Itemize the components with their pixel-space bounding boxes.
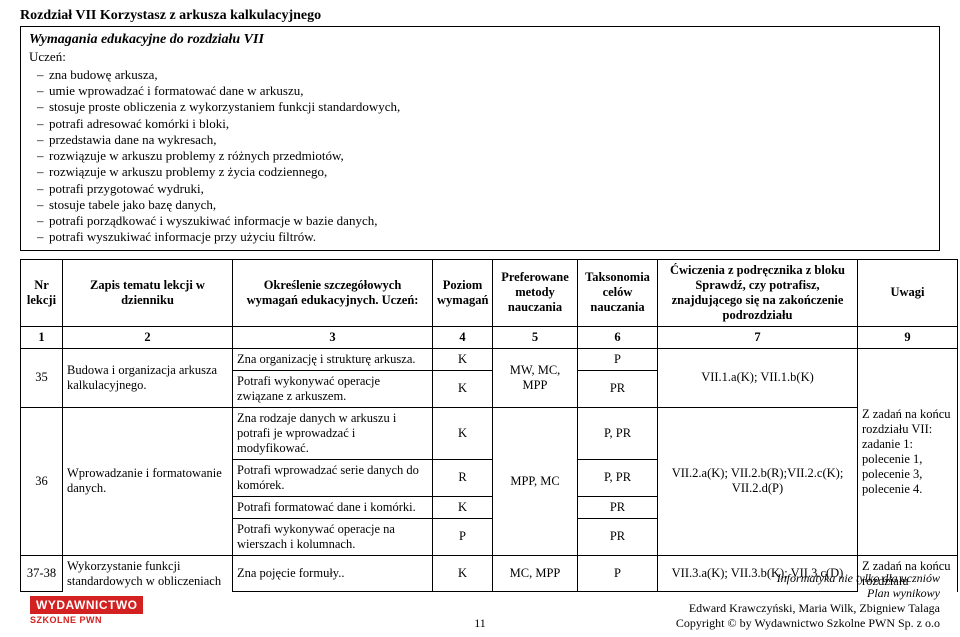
list-item: stosuje proste obliczenia z wykorzystani…	[39, 99, 931, 115]
list-item: potrafi przygotować wydruki,	[39, 181, 931, 197]
requirements-subtitle: Uczeń:	[29, 49, 931, 65]
cell-level: K	[433, 407, 493, 459]
footer-copyright: Copyright © by Wydawnictwo Szkolne PWN S…	[676, 616, 940, 631]
cell-topic: Budowa i organizacja arkusza kalkulacyjn…	[63, 348, 233, 407]
cell-tax: P, PR	[578, 459, 658, 496]
list-item: rozwiązuje w arkuszu problemy z życia co…	[39, 164, 931, 180]
list-item: przedstawia dane na wykresach,	[39, 132, 931, 148]
table-header-row: Nr lekcji Zapis tematu lekcji w dziennik…	[21, 259, 958, 326]
cell-nr: 37-38	[21, 555, 63, 592]
numcell: 5	[493, 326, 578, 348]
cell-detail: Potrafi wykonywać operacje na wierszach …	[233, 518, 433, 555]
footer-subtitle: Plan wynikowy	[676, 586, 940, 601]
cell-tax: P	[578, 348, 658, 370]
cell-level: K	[433, 370, 493, 407]
list-item: rozwiązuje w arkuszu problemy z różnych …	[39, 148, 931, 164]
logo-brand: WYDAWNICTWO	[30, 596, 143, 614]
list-item: potrafi porządkować i wyszukiwać informa…	[39, 213, 931, 229]
cell-level: P	[433, 518, 493, 555]
cell-detail: Zna rodzaje danych w arkuszu i potrafi j…	[233, 407, 433, 459]
th-topic: Zapis tematu lekcji w dzienniku	[63, 259, 233, 326]
list-item: potrafi adresować komórki i bloki,	[39, 116, 931, 132]
footer: Informatyka nie tylko dla uczniów Plan w…	[676, 571, 940, 631]
numcell: 3	[233, 326, 433, 348]
th-methods: Preferowane metody nauczania	[493, 259, 578, 326]
th-ex: Ćwiczenia z podręcznika z bloku Sprawdź,…	[658, 259, 858, 326]
list-item: zna budowę arkusza,	[39, 67, 931, 83]
cell-methods: MW, MC, MPP	[493, 348, 578, 407]
cell-level: K	[433, 555, 493, 592]
cell-topic: Wykorzystanie funkcji standardowych w ob…	[63, 555, 233, 592]
cell-level: K	[433, 348, 493, 370]
numcell: 1	[21, 326, 63, 348]
section-title: Rozdział VII Korzystasz z arkusza kalkul…	[20, 8, 940, 24]
th-notes: Uwagi	[858, 259, 958, 326]
numcell: 9	[858, 326, 958, 348]
cell-tax: PR	[578, 518, 658, 555]
list-item: potrafi wyszukiwać informacje przy użyci…	[39, 229, 931, 245]
cell-tax: PR	[578, 370, 658, 407]
cell-nr: 36	[21, 407, 63, 555]
cell-detail: Potrafi wykonywać operacje związane z ar…	[233, 370, 433, 407]
cell-methods: MC, MPP	[493, 555, 578, 592]
cell-topic: Wprowadzanie i formatowanie danych.	[63, 407, 233, 555]
numcell: 2	[63, 326, 233, 348]
cell-notes: Z zadań na końcu rozdziału VII: zadanie …	[858, 348, 958, 555]
table-row: 35 Budowa i organizacja arkusza kalkulac…	[21, 348, 958, 370]
requirements-title: Wymagania edukacyjne do rozdziału VII	[29, 31, 931, 49]
cell-level: K	[433, 496, 493, 518]
curriculum-table: Nr lekcji Zapis tematu lekcji w dziennik…	[20, 259, 958, 593]
list-item: umie wprowadzać i formatować dane w arku…	[39, 83, 931, 99]
numcell: 6	[578, 326, 658, 348]
table-number-row: 1 2 3 4 5 6 7 9	[21, 326, 958, 348]
cell-detail: Potrafi formatować dane i komórki.	[233, 496, 433, 518]
cell-detail: Zna organizację i strukturę arkusza.	[233, 348, 433, 370]
th-nr: Nr lekcji	[21, 259, 63, 326]
requirements-list: zna budowę arkusza, umie wprowadzać i fo…	[29, 67, 931, 246]
cell-tax: PR	[578, 496, 658, 518]
cell-nr: 35	[21, 348, 63, 407]
footer-authors: Edward Krawczyński, Maria Wilk, Zbigniew…	[676, 601, 940, 616]
cell-ex: VII.2.a(K); VII.2.b(R);VII.2.c(K); VII.2…	[658, 407, 858, 555]
cell-tax: P	[578, 555, 658, 592]
th-level: Poziom wymagań	[433, 259, 493, 326]
cell-level: R	[433, 459, 493, 496]
table-row: 36 Wprowadzanie i formatowanie danych. Z…	[21, 407, 958, 459]
list-item: stosuje tabele jako bazę danych,	[39, 197, 931, 213]
requirements-box: Wymagania edukacyjne do rozdziału VII Uc…	[20, 26, 940, 251]
numcell: 7	[658, 326, 858, 348]
th-detail: Określenie szczegółowych wymagań edukacy…	[233, 259, 433, 326]
cell-detail: Potrafi wprowadzać serie danych do komór…	[233, 459, 433, 496]
cell-tax: P, PR	[578, 407, 658, 459]
cell-methods: MPP, MC	[493, 407, 578, 555]
cell-detail: Zna pojęcie formuły..	[233, 555, 433, 592]
cell-ex: VII.1.a(K); VII.1.b(K)	[658, 348, 858, 407]
th-tax: Taksonomia celów nauczania	[578, 259, 658, 326]
numcell: 4	[433, 326, 493, 348]
footer-title: Informatyka nie tylko dla uczniów	[676, 571, 940, 586]
